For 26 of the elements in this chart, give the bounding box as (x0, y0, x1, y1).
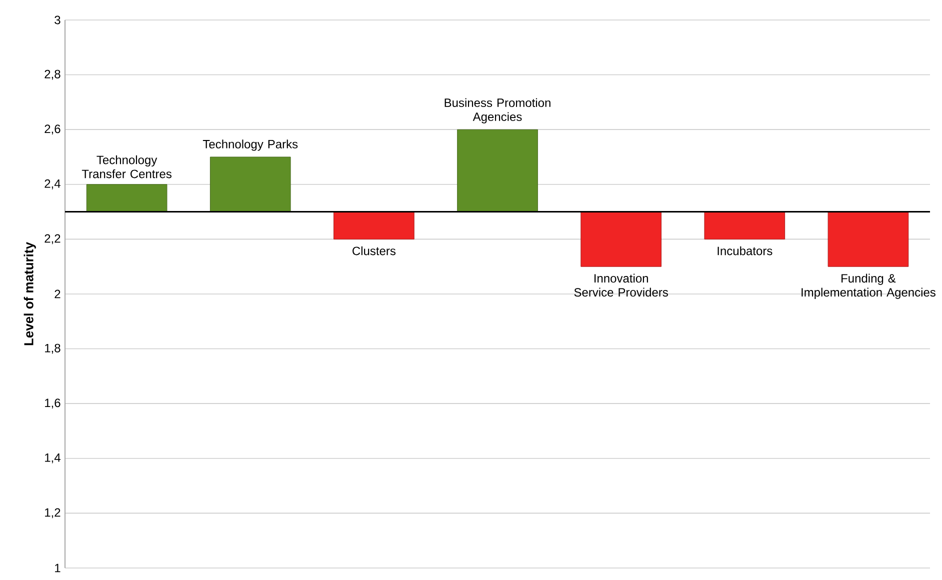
x-tick-label: Innovation Service Providers (574, 274, 668, 297)
x-tick-label: Funding & Implementation Agencies (802, 274, 936, 299)
y-tick-label: 2,6 (44, 124, 60, 135)
x-tick-label: Business Promotion Agencies (444, 98, 550, 124)
bar (704, 212, 786, 240)
y-axis-title: Level of maturity (24, 242, 36, 346)
y-tick-label: 3 (54, 16, 60, 24)
y-tick-label: 1,2 (45, 508, 60, 518)
y-tick-label: 1 (55, 564, 60, 572)
x-tick-label: Clusters (352, 246, 396, 256)
y-tick-label: 1,8 (45, 344, 60, 354)
y-tick-label: 2,2 (44, 234, 60, 244)
bar (457, 129, 538, 212)
bar (86, 184, 168, 212)
y-tick-label: 1,6 (45, 398, 60, 409)
y-tick-label: 2,4 (44, 179, 60, 190)
bar (334, 212, 414, 240)
y-tick-label: 2 (54, 290, 60, 298)
bar (580, 212, 662, 267)
y-tick-label: 1,4 (45, 453, 60, 464)
y-tick-label: 2,8 (44, 70, 60, 80)
x-tick-label: Technology Parks (202, 140, 298, 151)
bar (828, 212, 909, 267)
x-tick-label: Incubators (718, 246, 772, 256)
x-tick-label: Technology Transfer Centres (82, 155, 172, 178)
bar (210, 156, 291, 212)
